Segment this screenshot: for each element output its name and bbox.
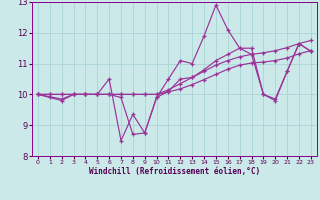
X-axis label: Windchill (Refroidissement éolien,°C): Windchill (Refroidissement éolien,°C) xyxy=(89,167,260,176)
